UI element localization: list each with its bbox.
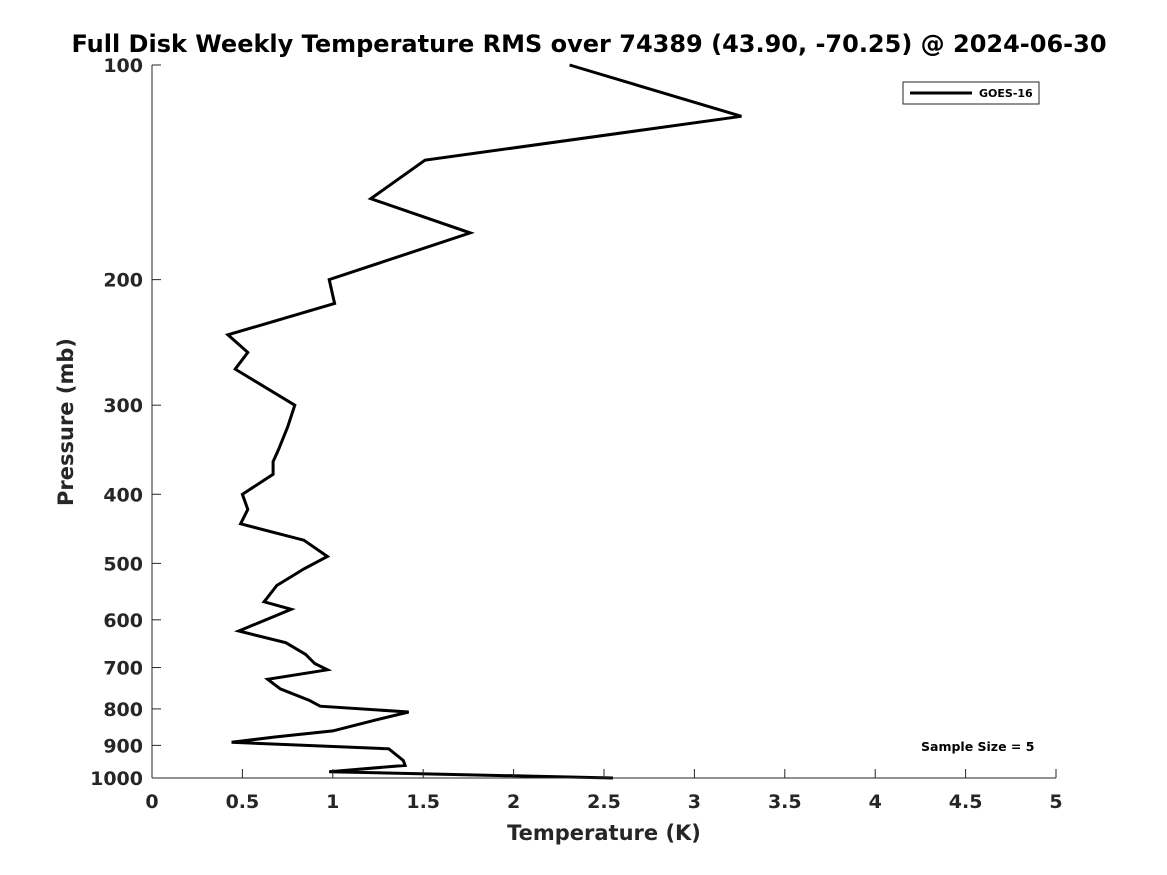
x-axis-label: Temperature (K): [507, 821, 701, 845]
sample-size-annotation: Sample Size = 5: [921, 739, 1034, 754]
x-tick-label: 4: [869, 791, 882, 813]
x-tick-label: 2: [507, 791, 520, 813]
x-tick-label: 5: [1049, 791, 1062, 813]
series-line-goes-16: [224, 63, 742, 780]
x-tick-label: 3.5: [768, 791, 802, 813]
x-tick-label: 2.5: [587, 791, 621, 813]
y-tick-label: 100: [103, 55, 143, 77]
y-tick-label: 800: [103, 699, 143, 721]
x-tick-label: 1.5: [406, 791, 440, 813]
y-tick-label: 500: [103, 553, 143, 575]
legend: GOES-16: [902, 81, 1040, 105]
y-tick-label: 300: [103, 395, 143, 417]
x-tick-label: 3: [688, 791, 701, 813]
x-tick-label: 0.5: [226, 791, 260, 813]
y-axis-label: Pressure (mb): [54, 338, 78, 506]
y-tick-label: 200: [103, 270, 143, 292]
y-tick-label: 900: [103, 735, 143, 757]
y-tick-label: 700: [103, 658, 143, 680]
chart-title: Full Disk Weekly Temperature RMS over 74…: [71, 30, 1106, 58]
x-tick-label: 1: [326, 791, 339, 813]
x-tick-label: 0: [145, 791, 158, 813]
x-axis: 0 0.5 1 1.5 2 2.5 3 3.5 4 4.5 5: [145, 769, 1063, 813]
x-tick-label: 4.5: [949, 791, 983, 813]
y-tick-label: 400: [103, 484, 143, 506]
plot-area: [224, 63, 742, 780]
y-tick-label: 1000: [90, 768, 143, 790]
y-axis: 100 200 300 400 500 600 700 800 900 1000: [90, 55, 161, 790]
y-tick-label: 600: [103, 610, 143, 632]
legend-label-goes-16: GOES-16: [979, 87, 1033, 100]
